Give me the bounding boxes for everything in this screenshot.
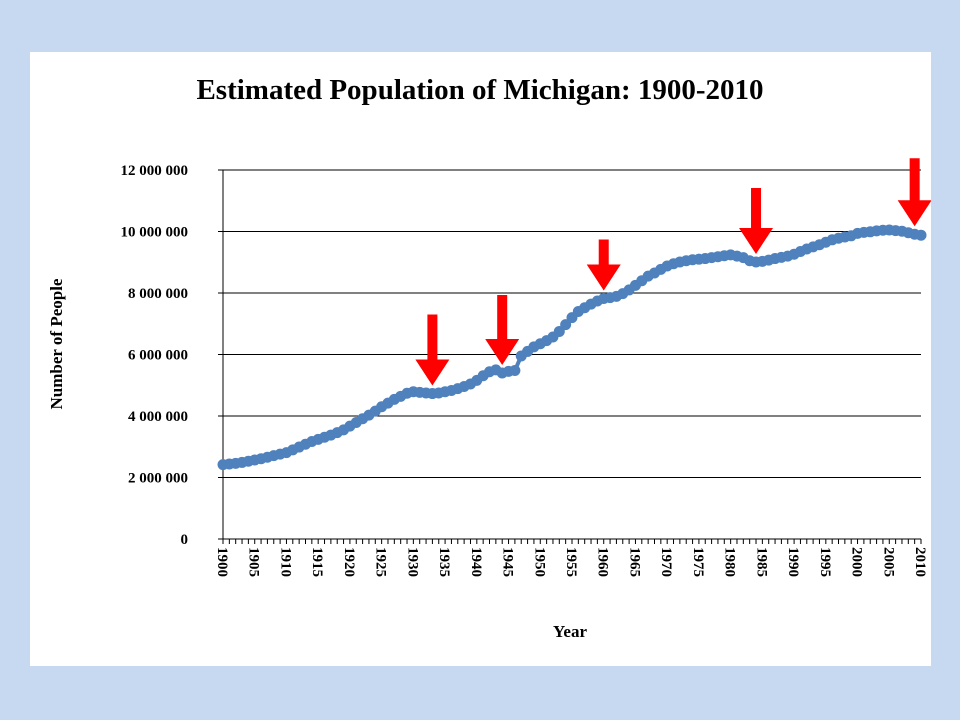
x-tick-label: 2005 xyxy=(880,547,896,577)
x-tick-label: 1975 xyxy=(690,547,706,577)
y-tick-label: 0 xyxy=(181,532,189,548)
x-tick-label: 1900 xyxy=(214,547,230,577)
x-tick-label: 1985 xyxy=(753,547,769,577)
x-tick-label: 2000 xyxy=(849,547,865,577)
y-tick-label: 12 000 000 xyxy=(121,163,189,179)
x-tick-label: 1965 xyxy=(626,547,642,577)
y-tick-label: 4 000 000 xyxy=(128,409,188,425)
red-arrow xyxy=(485,294,520,365)
data-point xyxy=(915,229,927,241)
x-tick-label: 1990 xyxy=(785,547,801,577)
event-arrows xyxy=(415,158,931,386)
x-tick-label: 1915 xyxy=(309,547,325,577)
series-line xyxy=(222,227,922,467)
x-tick-label: 1910 xyxy=(277,547,293,577)
x-tick-label: 1945 xyxy=(500,547,516,577)
x-tick-label: 1980 xyxy=(722,547,738,577)
y-tick-label: 6 000 000 xyxy=(128,348,188,364)
y-tick-label: 8 000 000 xyxy=(128,286,188,302)
x-tick-label: 1905 xyxy=(246,547,262,577)
x-tick-label: 1920 xyxy=(341,547,357,577)
y-tick-labels: 0 2 000 000 4 000 000 6 000 000 8 000 000 10 … xyxy=(121,163,189,548)
x-tick-label: 1955 xyxy=(563,547,579,577)
data-point xyxy=(509,364,521,376)
x-tick-label: 2010 xyxy=(912,547,928,577)
y-axis-title: Number of People xyxy=(47,278,66,409)
x-axis-title: Year xyxy=(553,622,587,641)
population-series xyxy=(217,224,927,471)
gridlines xyxy=(223,169,921,478)
x-tick-label: 1935 xyxy=(436,547,452,577)
y-tick-label: 10 000 000 xyxy=(121,225,189,241)
red-arrow xyxy=(415,314,450,386)
red-arrow xyxy=(739,187,774,254)
red-arrow xyxy=(897,158,931,227)
x-tick-label: 1940 xyxy=(468,547,484,577)
population-line-chart: Estimated Population of Michigan: 1900-2… xyxy=(47,74,931,641)
x-tick-label: 1930 xyxy=(404,547,420,577)
x-tick-label: 1950 xyxy=(531,547,547,577)
axes xyxy=(218,169,922,544)
chart-panel: Estimated Population of Michigan: 1900-2… xyxy=(30,52,931,666)
x-tick-label: 1995 xyxy=(817,547,833,577)
red-arrow xyxy=(586,239,621,291)
chart-title: Estimated Population of Michigan: 1900-2… xyxy=(196,74,763,106)
x-tick-label: 1960 xyxy=(595,547,611,577)
x-tick-label: 1970 xyxy=(658,547,674,577)
y-tick-label: 2 000 000 xyxy=(128,471,188,487)
data-point xyxy=(560,319,572,331)
x-tick-label: 1925 xyxy=(373,547,389,577)
x-tick-labels: 1900 1905 1910 1915 1920 1925 1930 1935 1940 1945… xyxy=(214,547,928,577)
